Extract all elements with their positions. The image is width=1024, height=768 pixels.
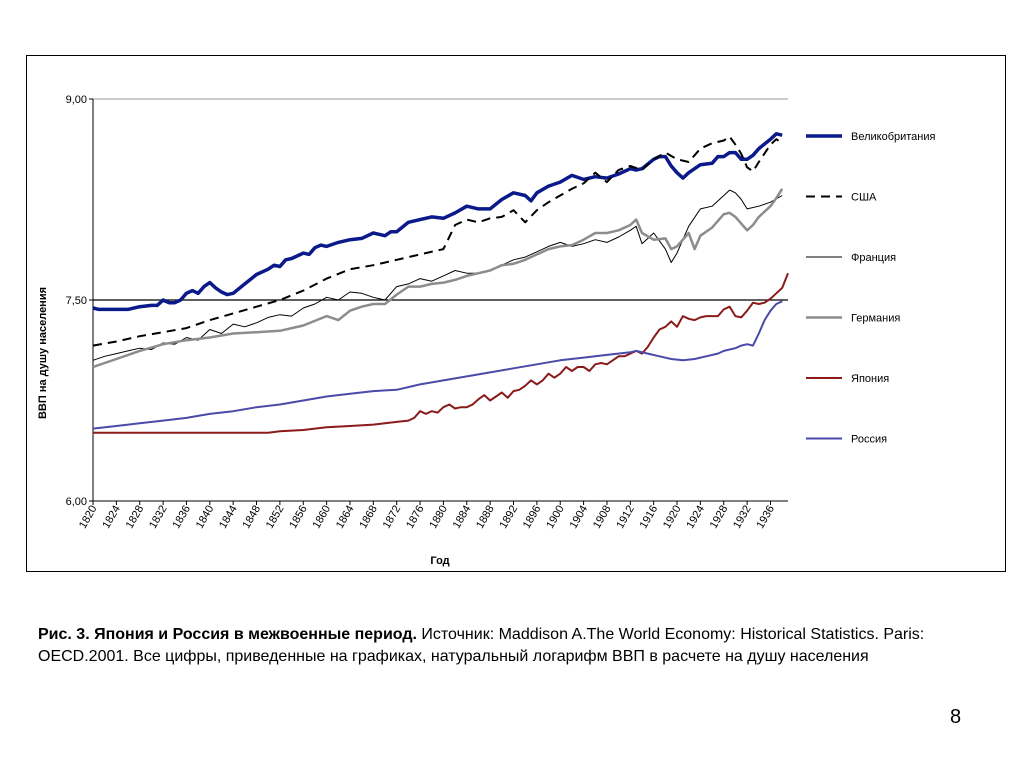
series-line-5 [92, 300, 783, 430]
legend-label-0: Великобритания [851, 131, 936, 143]
x-tick-label: 1852 [264, 504, 287, 531]
x-tick-label: 1856 [287, 504, 310, 531]
legend-label-1: США [851, 192, 877, 204]
y-tick-label: 7,50 [66, 295, 87, 307]
chart-frame: 9,00 7,50 6,00 1820 1824 1828 1832 1836 1840 1844… [26, 55, 1006, 572]
legend-label-4: Япония [851, 373, 889, 385]
legend: Великобритания США Франция Германия Япония Ро… [806, 131, 936, 446]
x-tick-label: 1904 [568, 504, 591, 531]
x-tick-label: 1840 [194, 504, 217, 531]
series-layer [92, 132, 789, 434]
page-number: 8 [950, 706, 962, 728]
x-tick-label: 1924 [684, 504, 707, 531]
x-tick-label: 1848 [240, 504, 263, 531]
y-tick-label: 9,00 [66, 94, 87, 106]
caption-source: Источник: Maddison A.The World Economy: … [38, 626, 925, 665]
x-tick-label: 1908 [591, 504, 614, 531]
x-tick-label: 1936 [754, 504, 777, 531]
series-line-4 [93, 272, 789, 434]
y-axis-label: ВВП на душу населения [37, 287, 49, 419]
x-tick-label: 1884 [451, 504, 474, 531]
x-tick-label: 1916 [638, 504, 661, 531]
series-line-2 [92, 189, 783, 361]
x-tick-label: 1900 [544, 504, 567, 531]
figure-caption: Рис. 3. Япония и Россия в межвоенные пер… [38, 624, 998, 668]
series-line-3 [92, 188, 784, 369]
x-tick-label: 1888 [474, 504, 497, 531]
grid-layer [93, 98, 788, 301]
caption-title: Рис. 3. Япония и Россия в межвоенные пер… [38, 626, 417, 643]
x-axis-label: Год [430, 555, 449, 567]
x-tick-label: 1872 [381, 504, 404, 531]
x-tick-label: 1896 [521, 504, 544, 531]
x-tick-label: 1844 [217, 504, 240, 531]
legend-label-3: Германия [851, 313, 900, 325]
x-tick-label: 1920 [661, 504, 684, 531]
x-tick-label: 1928 [708, 504, 731, 531]
x-tick-label: 1864 [334, 504, 357, 531]
x-tick-label: 1836 [170, 504, 193, 531]
x-tick-label: 1876 [404, 504, 427, 531]
series-line-0 [92, 132, 783, 312]
x-tick-label: 1880 [427, 504, 450, 531]
x-tick-label: 1932 [731, 504, 754, 531]
x-tick-label: 1868 [357, 504, 380, 531]
y-tick-label: 6,00 [66, 496, 87, 508]
x-tick-label: 1892 [497, 504, 520, 531]
series-line-1 [92, 135, 783, 347]
legend-label-5: Россия [851, 434, 887, 446]
x-tick-label: 1832 [147, 504, 170, 531]
x-tick-label: 1824 [100, 504, 123, 531]
x-tick-label: 1912 [614, 504, 637, 531]
x-tick-label: 1860 [311, 504, 334, 531]
legend-label-2: Франция [851, 252, 896, 264]
x-tick-label: 1828 [124, 504, 147, 531]
